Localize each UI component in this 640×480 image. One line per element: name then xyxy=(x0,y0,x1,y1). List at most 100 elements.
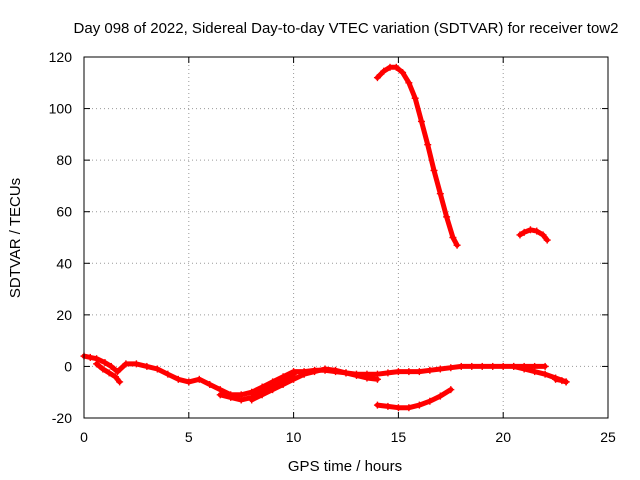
data-point xyxy=(426,397,434,405)
data-point xyxy=(430,166,438,174)
plot-frame xyxy=(83,56,609,419)
data-point xyxy=(405,79,413,87)
data-point xyxy=(342,369,350,377)
tick-layer: 0 5 10 15 20 25 -20 0 20 40 60 80 100 120 xyxy=(49,49,616,445)
x-tick-label: 10 xyxy=(286,429,302,445)
data-point xyxy=(380,67,388,75)
y-tick-label: 80 xyxy=(56,152,72,168)
data-point xyxy=(424,141,432,149)
data-point xyxy=(373,74,381,82)
data-point xyxy=(227,393,235,401)
data-point xyxy=(352,371,360,379)
data-point xyxy=(114,368,122,376)
data-point xyxy=(417,117,425,125)
data-point xyxy=(269,386,277,394)
data-point xyxy=(311,368,319,376)
y-tick-label: 120 xyxy=(49,49,73,65)
data-point xyxy=(558,377,566,385)
data-point xyxy=(399,68,407,76)
data-point xyxy=(516,231,524,239)
data-point xyxy=(436,190,444,198)
data-point xyxy=(394,368,402,376)
data-point xyxy=(195,375,203,383)
data-point xyxy=(164,370,172,378)
data-point xyxy=(552,375,560,383)
series-trace xyxy=(249,371,307,403)
data-point xyxy=(300,370,308,378)
data-point xyxy=(489,362,497,370)
data-point xyxy=(415,401,423,409)
series-arc-end-right xyxy=(552,375,570,386)
data-point xyxy=(426,366,434,374)
data-point xyxy=(93,360,101,368)
data-point xyxy=(258,391,266,399)
data-point xyxy=(101,359,109,367)
data-point xyxy=(499,362,507,370)
data-point xyxy=(478,362,486,370)
data-point xyxy=(447,364,455,372)
data-point xyxy=(111,373,119,381)
data-point xyxy=(415,368,423,376)
data-point xyxy=(143,362,151,370)
data-point xyxy=(541,362,549,370)
data-point xyxy=(533,227,541,235)
data-point xyxy=(116,378,124,386)
chart-title: Day 098 of 2022, Sidereal Day-to-day VTE… xyxy=(74,20,619,37)
data-point xyxy=(443,213,451,221)
data-point xyxy=(394,404,402,412)
data-point xyxy=(216,391,224,399)
series-arc-mid-bump xyxy=(300,365,381,383)
y-tick-label: 20 xyxy=(56,307,72,323)
x-tick-label: 0 xyxy=(80,429,88,445)
data-point xyxy=(373,375,381,383)
y-tick-label: -20 xyxy=(52,410,72,426)
data-point xyxy=(185,378,193,386)
x-tick-label: 5 xyxy=(185,429,193,445)
data-point xyxy=(132,360,140,368)
data-point xyxy=(531,368,539,376)
y-tick-label: 40 xyxy=(56,255,72,271)
series-arc-start-tail xyxy=(93,360,124,386)
data-point xyxy=(436,365,444,373)
series-arc-main xyxy=(80,352,549,399)
data-point xyxy=(457,362,465,370)
data-point xyxy=(107,362,115,370)
data-point xyxy=(520,228,528,236)
data-point xyxy=(539,231,547,239)
data-point xyxy=(543,236,551,244)
data-point xyxy=(405,368,413,376)
data-point xyxy=(321,365,329,373)
data-point xyxy=(541,370,549,378)
data-point xyxy=(520,365,528,373)
data-point xyxy=(279,380,287,388)
data-point xyxy=(411,94,419,102)
data-point xyxy=(99,365,107,373)
x-tick-label: 15 xyxy=(391,429,407,445)
series-arc-neg xyxy=(373,386,455,412)
data-point xyxy=(562,378,570,386)
data-point xyxy=(105,369,113,377)
data-point xyxy=(449,234,457,241)
series-layer xyxy=(80,63,570,412)
series-trace xyxy=(374,64,460,248)
y-axis-title: SDTVAR / TECUs xyxy=(7,178,24,298)
y-tick-label: 0 xyxy=(64,358,72,374)
data-point xyxy=(86,353,94,361)
series-arc-high xyxy=(373,63,461,249)
data-point xyxy=(510,362,518,370)
series-trace xyxy=(81,353,548,398)
series-arc-short xyxy=(516,226,551,244)
data-point xyxy=(384,402,392,410)
data-point xyxy=(436,392,444,400)
data-point xyxy=(526,226,534,234)
x-axis-title: GPS time / hours xyxy=(288,458,402,475)
data-point xyxy=(174,375,182,383)
data-point xyxy=(384,369,392,377)
data-point xyxy=(453,241,461,249)
data-point xyxy=(122,360,130,368)
data-point xyxy=(405,404,413,412)
x-tick-label: 20 xyxy=(495,429,511,445)
x-tick-label: 25 xyxy=(600,429,616,445)
data-point xyxy=(447,386,455,394)
